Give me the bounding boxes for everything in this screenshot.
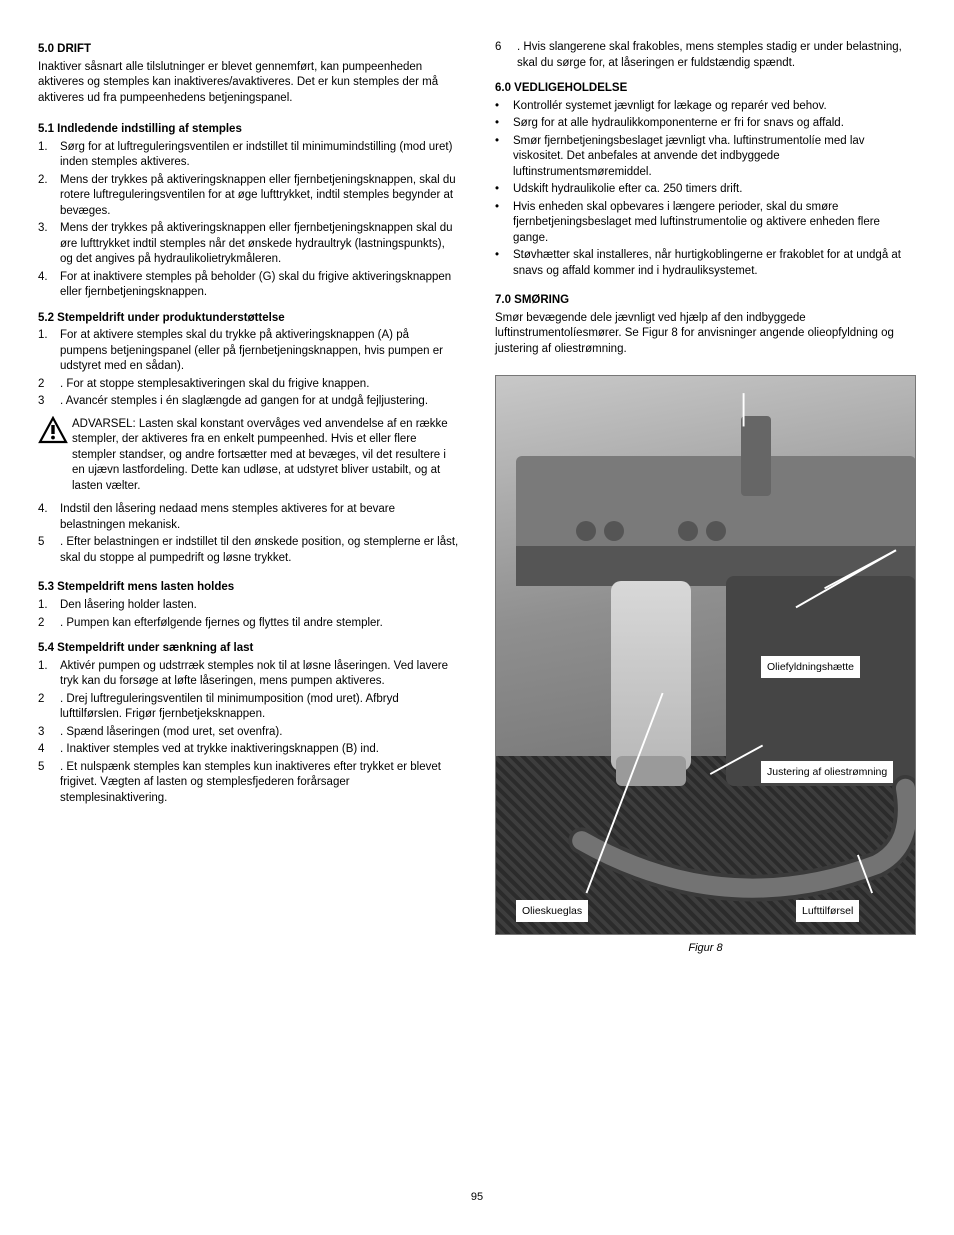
list-item: 4.Indstil den låsering nedaad mens stemp… [38,502,459,533]
figure-label-flow: Justering af oliestrømning [761,761,893,783]
list-item: 1.For at aktivere stemples skal du trykk… [38,328,459,375]
left-column: 5.0 DRIFT Inaktiver såsnart alle tilslut… [38,40,465,960]
list-item: •Støvhætter skal installeres, når hurtig… [495,248,916,279]
list-item: 5. Et nulspænk stemples kan stemples kun… [38,760,459,807]
section-5-0-title: 5.0 DRIFT [38,42,459,58]
figure-8: Oliefyldningshætte Justering af oliestrø… [495,375,916,956]
list-item: 4. Inaktiver stemples ved at trykke inak… [38,742,459,758]
section-7-0-text: Smør bevægende dele jævnligt ved hjælp a… [495,311,916,358]
right-column: 6. Hvis slangerene skal frakobles, mens … [489,40,916,960]
list-item: •Sørg for at alle hydraulikkomponenterne… [495,116,916,132]
list-item: 2. Pumpen kan efterfølgende fjernes og f… [38,616,459,632]
figure-caption: Figur 8 [495,941,916,956]
list-item: 1.Den låsering holder lasten. [38,598,459,614]
list-item: 4.For at inaktivere stemples på beholder… [38,270,459,301]
figure-label-fill: Oliefyldningshætte [761,656,860,678]
list-item: 3. Spænd låseringen (mod uret, set ovenf… [38,725,459,741]
warning-text: ADVARSEL: Lasten skal konstant overvåges… [72,416,459,495]
section-5-2-title: 5.2 Stempeldrift under produktunderstøtt… [38,311,459,327]
section-5-4-title: 5.4 Stempeldrift under sænkning af last [38,641,459,657]
section-5-1-title: 5.1 Indledende indstilling af stemples [38,122,459,138]
list-item: 2.Mens der trykkes på aktiveringsknappen… [38,173,459,220]
figure-label-sight: Olieskueglas [516,900,588,922]
warning-block: ADVARSEL: Lasten skal konstant overvåges… [38,416,459,495]
list-item: 1.Aktivér pumpen og udstrræk stemples no… [38,659,459,690]
section-7-0-title: 7.0 SMØRING [495,293,916,309]
page-number: 95 [0,1190,954,1205]
list-item: •Hvis enheden skal opbevares i længere p… [495,200,916,247]
list-item: 3. Avancér stemples i én slaglængde ad g… [38,394,459,410]
list-item: 3.Mens der trykkes på aktiveringsknappen… [38,221,459,268]
list-item: 2. Drej luftreguleringsventilen til mini… [38,692,459,723]
list-item: 1.Sørg for at luftreguleringsventilen er… [38,140,459,171]
section-6-0-title: 6.0 VEDLIGEHOLDELSE [495,81,916,97]
warning-icon [38,416,72,450]
list-item: •Udskift hydraulikolie efter ca. 250 tim… [495,182,916,198]
section-5-0-text: Inaktiver såsnart alle tilslutninger er … [38,60,459,107]
list-item: •Kontrollér systemet jævnligt for lækage… [495,99,916,115]
list-item: 2. For at stoppe stemplesaktiveringen sk… [38,377,459,393]
figure-image: Oliefyldningshætte Justering af oliestrø… [495,375,916,935]
list-item: 6. Hvis slangerene skal frakobles, mens … [495,40,916,71]
figure-label-supply: Lufttilførsel [796,900,859,922]
list-item: 5. Efter belastningen er indstillet til … [38,535,459,566]
list-item: •Smør fjernbetjeningsbeslaget jævnligt v… [495,134,916,181]
section-5-3-title: 5.3 Stempeldrift mens lasten holdes [38,580,459,596]
